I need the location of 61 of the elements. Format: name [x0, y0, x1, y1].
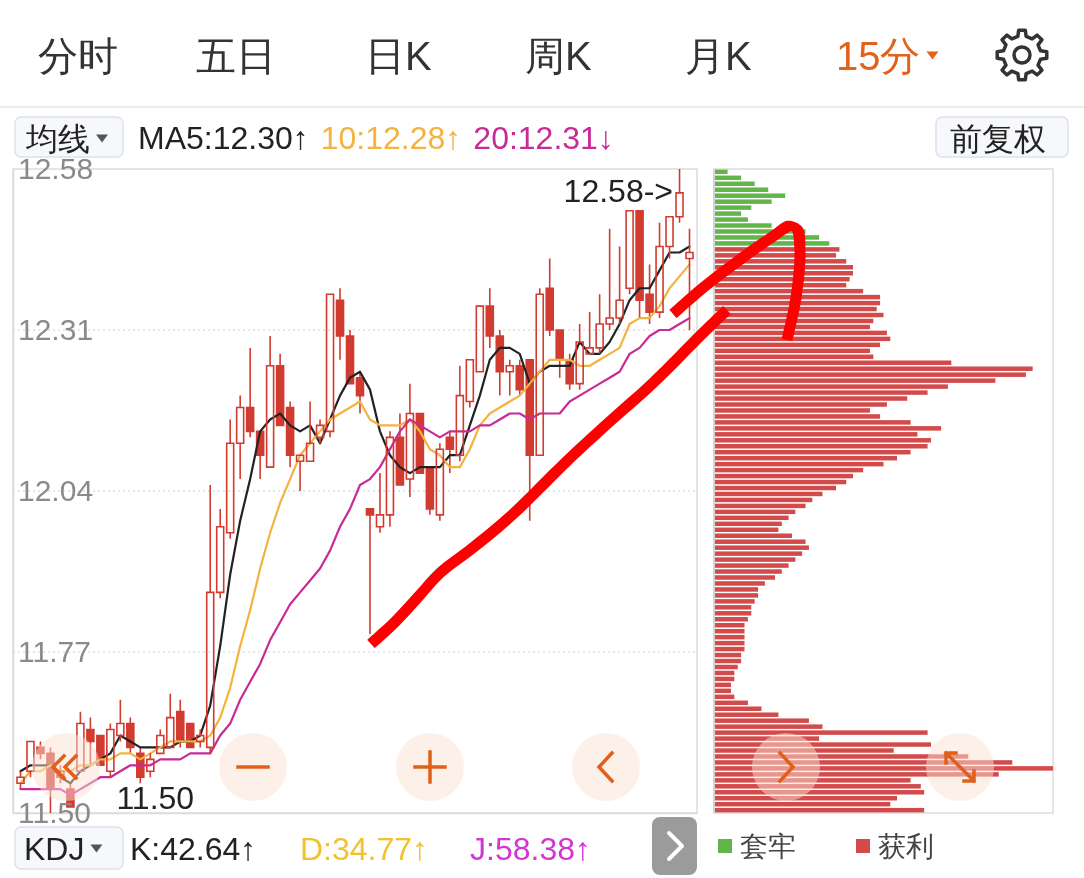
text: D:34.77↑: [300, 831, 429, 867]
y-tick-label: 12.04: [18, 474, 94, 508]
bar: [715, 688, 731, 694]
candlestick: [375, 472, 385, 534]
candlestick: [245, 347, 255, 439]
candlestick: [355, 370, 365, 415]
text: KDJ: [24, 831, 85, 867]
candlestick: [315, 418, 325, 445]
text: 前复权: [950, 121, 1046, 157]
text: 周K: [525, 34, 592, 78]
y-tick-label: 12.31: [18, 313, 94, 347]
candlestick: [265, 335, 275, 468]
candlestick: [305, 400, 315, 462]
candlestick: [225, 418, 235, 540]
candlestick: [385, 430, 395, 528]
y-tick-label: 11.50: [18, 796, 91, 830]
candlestick: [295, 454, 305, 492]
bar: [715, 646, 745, 652]
text: 五日: [196, 34, 276, 78]
text: 15分: [836, 34, 921, 78]
bar: [715, 640, 745, 646]
bar: [715, 449, 911, 455]
candlestick: [285, 400, 295, 468]
text: 日K: [365, 34, 432, 78]
candlestick: [275, 353, 285, 427]
annotation: 11.50: [116, 780, 195, 816]
legend-label: 套牢: [740, 831, 796, 862]
candlestick: [365, 508, 375, 635]
candlestick: [325, 293, 335, 439]
candlestick: [455, 364, 465, 462]
bar: [715, 628, 745, 634]
candlestick: [475, 305, 485, 373]
candlestick: [16, 770, 25, 790]
candlestick: [395, 412, 405, 486]
candlestick: [335, 287, 345, 361]
candlestick: [435, 442, 445, 522]
candlestick: [425, 466, 435, 516]
text: 20:12.31↓: [473, 120, 614, 156]
candlestick: [405, 382, 415, 498]
bar: [715, 169, 728, 175]
text: K:42.64↑: [130, 831, 257, 867]
annotation: 12.58->: [563, 173, 674, 209]
candlestick: [465, 359, 475, 409]
bar: [715, 521, 782, 527]
text: MA5:12.30↑: [138, 120, 309, 156]
bar: [715, 634, 745, 640]
bar: [715, 682, 731, 688]
bar: [715, 664, 738, 670]
legend-label: 获利: [878, 831, 934, 862]
text: J:58.38↑: [470, 831, 591, 867]
text: 月K: [685, 34, 752, 78]
candlestick: [445, 430, 455, 474]
bar: [715, 503, 806, 509]
y-tick-label: 11.77: [18, 635, 91, 669]
text: 10:12.28↑: [320, 120, 462, 156]
text: 均线: [25, 121, 90, 157]
candlestick: [235, 394, 245, 480]
bar: [715, 461, 884, 467]
bar: [715, 700, 748, 706]
bar: [715, 515, 789, 521]
text: 分时: [38, 34, 118, 78]
